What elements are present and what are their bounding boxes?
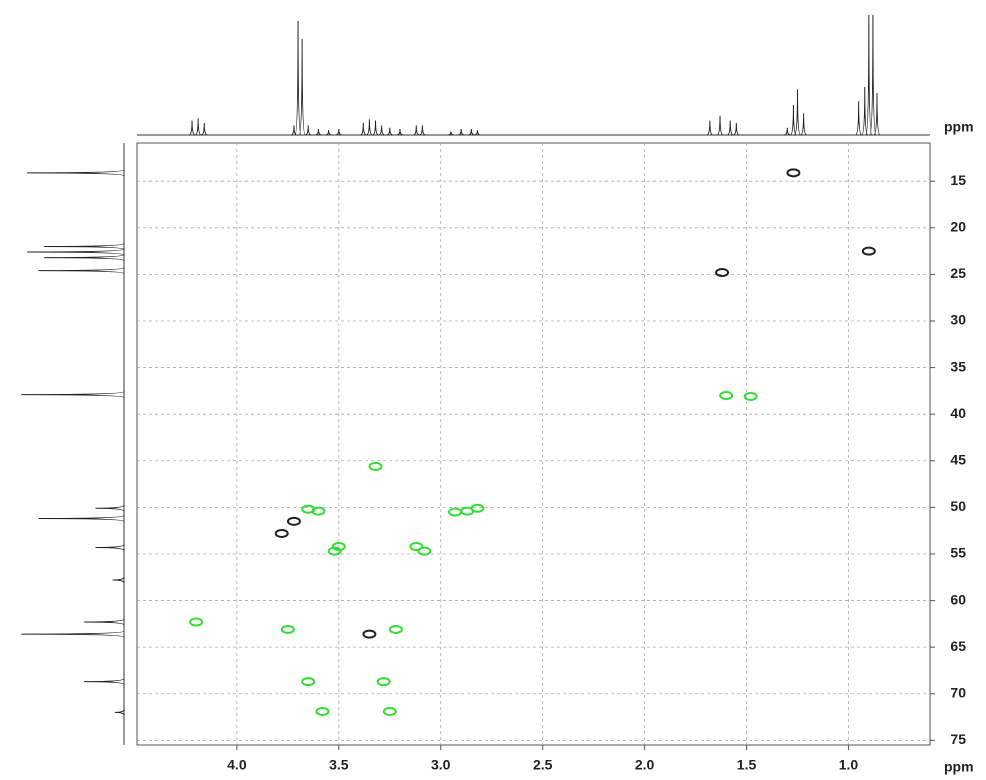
projection-peak <box>793 89 801 136</box>
projection-peak <box>38 515 125 523</box>
projection-peak <box>727 120 734 136</box>
projection-peak <box>396 128 404 136</box>
y-tick-label: 70 <box>950 684 966 700</box>
cross-peak <box>382 706 397 716</box>
x-tick-label: 2.0 <box>635 757 655 773</box>
projection-peak <box>366 119 373 136</box>
projection-peak <box>419 125 426 136</box>
projection-peak <box>298 38 306 136</box>
projection-peak <box>784 127 791 136</box>
projection-peak <box>84 678 125 686</box>
projection-peak <box>112 576 125 584</box>
projection-peak <box>335 128 342 136</box>
cross-peak <box>286 516 301 526</box>
projection-peak <box>706 120 713 136</box>
projection-peak <box>458 128 465 136</box>
projection-peak <box>84 618 125 626</box>
projection-peak <box>413 125 420 136</box>
x-tick-label: 1.0 <box>839 757 859 773</box>
projection-peak <box>21 630 125 638</box>
plot-frame <box>136 142 931 746</box>
y-tick-label: 60 <box>950 591 966 607</box>
projection-peak <box>873 92 881 136</box>
projection-peak <box>44 254 125 262</box>
projection-peak <box>188 120 196 136</box>
projection-peak <box>800 113 807 136</box>
projection-peak <box>447 131 454 136</box>
y-tick-label: 40 <box>950 405 966 421</box>
projection-peak <box>44 242 125 250</box>
cross-peak <box>301 677 316 687</box>
cross-peak <box>368 461 383 471</box>
x-tick-label: 1.5 <box>737 757 757 773</box>
cross-peak <box>376 677 391 687</box>
x-axis-label: ppm <box>944 759 974 775</box>
cross-peak <box>189 617 204 627</box>
cross-peak <box>719 391 734 401</box>
cross-peak <box>715 268 730 278</box>
y-tick-label: 55 <box>950 545 966 561</box>
projection-peak <box>27 169 125 177</box>
y-tick-label: 65 <box>950 638 966 654</box>
projection-peak <box>27 248 125 256</box>
y-tick-label: 25 <box>950 265 966 281</box>
y-tick-label: 75 <box>950 731 966 747</box>
cross-peak <box>362 629 377 639</box>
cross-peak <box>327 546 342 556</box>
cross-peak <box>861 246 876 256</box>
y-axis-label: ppm <box>944 119 974 135</box>
projection-peak <box>855 101 862 136</box>
cross-peak <box>786 168 801 178</box>
projection-peak <box>21 391 125 399</box>
cross-peak <box>315 706 330 716</box>
projection-peak <box>733 122 740 136</box>
projection-peak <box>95 544 125 551</box>
x-tick-label: 3.5 <box>329 757 349 773</box>
x-tick-label: 2.5 <box>533 757 553 773</box>
projection-peak <box>372 120 379 136</box>
cross-peak <box>743 391 758 401</box>
projection-peak <box>315 128 322 136</box>
cross-peak <box>331 542 346 552</box>
projection-peak <box>194 118 202 136</box>
projection-peak <box>861 86 869 136</box>
projection-peak <box>716 115 724 136</box>
y-tick-label: 50 <box>950 498 966 514</box>
cross-peak <box>448 507 463 517</box>
y-tick-label: 35 <box>950 358 966 374</box>
projection-peak <box>386 127 393 136</box>
cross-peak <box>409 542 424 552</box>
projection-peak <box>360 122 367 136</box>
projection-peak <box>114 709 125 716</box>
projection-peak <box>325 130 332 136</box>
y-tick-label: 45 <box>950 451 966 467</box>
cross-peak <box>470 503 485 513</box>
y-tick-label: 20 <box>950 219 966 235</box>
cross-peak <box>311 506 326 516</box>
projection-peak <box>474 130 481 136</box>
cross-peak <box>274 528 289 538</box>
projection-peak <box>790 104 797 136</box>
y-tick-label: 15 <box>950 172 966 188</box>
cross-peak <box>388 624 403 634</box>
cross-peak <box>417 546 432 556</box>
projection-peak <box>38 267 125 275</box>
projection-peak <box>201 122 208 136</box>
y-tick-label: 30 <box>950 312 966 328</box>
projection-peak <box>378 125 385 136</box>
projection-peak <box>468 128 475 136</box>
projection-peak <box>865 14 873 136</box>
projection-peak <box>869 14 877 136</box>
x-tick-label: 3.0 <box>431 757 451 773</box>
cross-peak <box>280 624 295 634</box>
projection-peak <box>294 20 302 136</box>
x-tick-label: 4.0 <box>227 757 247 773</box>
projection-peak <box>95 505 125 512</box>
projection-peak <box>305 125 312 136</box>
